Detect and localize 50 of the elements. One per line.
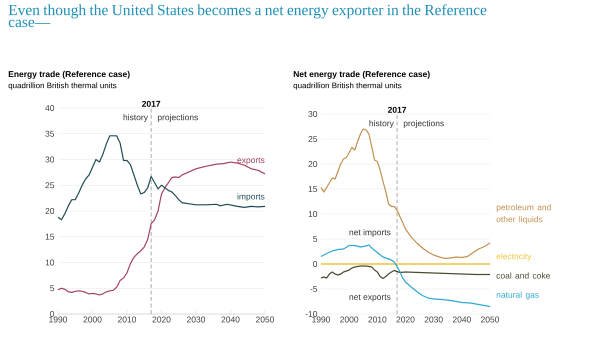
x-tick-label: 2020 — [152, 316, 171, 323]
x-tick-label: 2030 — [424, 316, 443, 323]
annotation: projections — [158, 114, 198, 122]
y-tick-label: 30 — [308, 111, 318, 117]
ref-line-label: 2017 — [388, 106, 406, 113]
y-tick-label: 25 — [308, 136, 318, 142]
annotation: history — [124, 114, 148, 122]
x-tick-label: 2010 — [368, 316, 386, 323]
x-tick-label: 2050 — [256, 316, 274, 323]
y-tick-label: 25 — [45, 182, 54, 188]
y-tick-label: 5 — [50, 285, 54, 292]
series-label: coal and coke — [496, 272, 550, 279]
ref-line-label: 2017 — [142, 100, 160, 107]
y-tick-label: 10 — [46, 260, 54, 266]
y-tick-label: 30 — [45, 156, 54, 162]
text: petroleum and other liquids — [496, 204, 551, 224]
series-label: exports — [237, 157, 264, 165]
series-label: imports — [238, 193, 264, 202]
y-tick-label: 15 — [46, 234, 54, 240]
chart-title: Net energy trade (Reference case) — [294, 70, 430, 79]
y-tick-label: -5 — [310, 286, 318, 292]
y-tick-label: 10 — [308, 211, 318, 217]
x-tick-label: 2040 — [222, 316, 240, 323]
series-label: electricity — [496, 253, 532, 261]
y-tick-label: -10 — [306, 311, 318, 317]
y-tick-label: 15 — [308, 186, 318, 192]
chart-title: Energy trade (Reference case) — [8, 70, 130, 79]
y-tick-label: 20 — [308, 161, 318, 167]
y-tick-label: 35 — [45, 130, 54, 137]
x-tick-label: 2020 — [396, 316, 415, 323]
x-tick-label: 2050 — [481, 316, 500, 323]
series-label: natural gas — [496, 292, 539, 300]
x-tick-label: 2000 — [84, 316, 102, 323]
y-tick-label: 5 — [313, 236, 318, 242]
annotation: net exports — [350, 294, 391, 302]
x-tick-label: 2030 — [187, 316, 206, 323]
annotation: net imports — [350, 229, 391, 237]
annotation: projections — [404, 120, 444, 128]
x-tick-label: 1990 — [49, 316, 68, 323]
line-series — [320, 128, 491, 260]
y-tick-label: 40 — [45, 105, 54, 111]
annotation: history — [370, 120, 394, 128]
x-tick-label: 2010 — [118, 316, 136, 323]
x-tick-label: 2000 — [340, 316, 358, 323]
text: Even though the United States becomes a net energy exporter in the Reference case— — [8, 4, 486, 28]
x-tick-label: 2040 — [452, 316, 471, 323]
y-tick-label: 0 — [313, 261, 318, 267]
y-tick-label: 0 — [50, 311, 54, 317]
x-tick-label: 1990 — [312, 316, 330, 323]
y-tick-label: 20 — [45, 208, 54, 214]
